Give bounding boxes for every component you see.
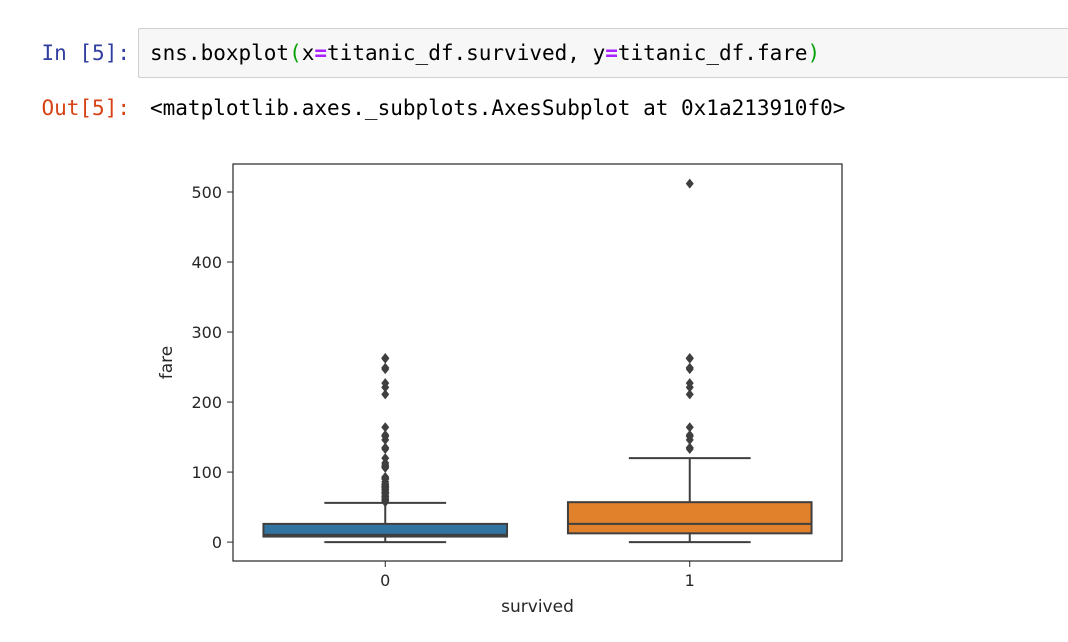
code-operator: = xyxy=(314,41,328,65)
code-arg-x-name: x xyxy=(301,41,315,65)
output-cell: Out[5]: <matplotlib.axes._subplots.AxesS… xyxy=(0,94,1068,124)
y-tick-label: 500 xyxy=(191,183,222,202)
outlier-point xyxy=(381,453,390,464)
code-operator: = xyxy=(605,41,618,65)
outlier-point xyxy=(685,178,694,189)
code-open-paren: ( xyxy=(289,41,302,65)
code-close-paren: ) xyxy=(807,41,821,65)
x-tick-label: 0 xyxy=(380,571,390,590)
x-tick-label: 1 xyxy=(685,571,695,590)
output-repr-text: <matplotlib.axes._subplots.AxesSubplot a… xyxy=(150,96,846,120)
outlier-point xyxy=(381,352,390,363)
code-line[interactable]: sns.boxplot(x=titanic_df.survived, y=tit… xyxy=(150,39,820,67)
code-arg-y-name: y xyxy=(592,41,606,65)
outlier-point xyxy=(685,429,694,440)
input-cell[interactable]: In [5]: sns.boxplot(x=titanic_df.survive… xyxy=(0,28,1068,80)
code-editor[interactable]: sns.boxplot(x=titanic_df.survived, y=tit… xyxy=(138,28,1068,78)
y-tick-label: 300 xyxy=(191,323,222,342)
outlier-point xyxy=(381,378,390,389)
y-tick-label: 100 xyxy=(191,463,222,482)
outlier-point xyxy=(685,378,694,389)
axes-frame xyxy=(232,163,843,562)
y-tick-label: 200 xyxy=(191,393,222,412)
outlier-point xyxy=(381,422,390,433)
in-prompt: In [5]: xyxy=(41,41,130,65)
outlier-point xyxy=(685,352,694,363)
outlier-point xyxy=(381,429,390,440)
code-arg-x-value: titanic_df.survived, xyxy=(327,41,593,65)
outlier-point xyxy=(685,389,694,400)
outlier-point xyxy=(381,389,390,400)
box-iqr xyxy=(262,522,509,538)
outlier-point xyxy=(381,471,390,482)
code-function: sns.boxplot xyxy=(150,41,290,65)
y-tick-label: 400 xyxy=(191,253,222,272)
outlier-point xyxy=(685,362,694,373)
outlier-point xyxy=(381,362,390,373)
outlier-point xyxy=(685,442,694,453)
y-axis-title: fare xyxy=(157,346,177,379)
x-axis-title: survived xyxy=(501,597,574,617)
out-prompt: Out[5]: xyxy=(41,96,130,120)
outlier-point xyxy=(381,442,390,453)
box-iqr xyxy=(566,501,813,535)
y-tick-label: 0 xyxy=(212,533,222,552)
outlier-point xyxy=(685,422,694,433)
code-arg-y-value: titanic_df.fare xyxy=(617,41,808,65)
